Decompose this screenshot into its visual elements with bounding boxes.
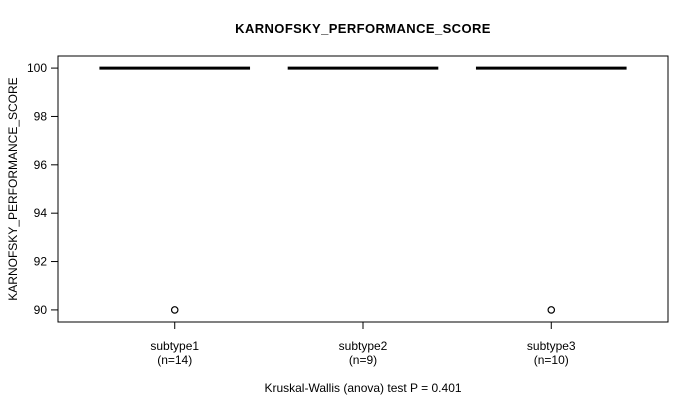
x-tick-sublabel: (n=9): [349, 353, 377, 367]
chart-title: KARNOFSKY_PERFORMANCE_SCORE: [235, 21, 491, 36]
stat-test-footnote: Kruskal-Wallis (anova) test P = 0.401: [264, 381, 462, 395]
x-tick-label: subtype1: [150, 339, 199, 353]
y-tick-label: 100: [27, 61, 47, 75]
y-tick-label: 90: [34, 303, 48, 317]
x-tick-label: subtype3: [527, 339, 576, 353]
outlier-point: [170, 306, 179, 314]
y-tick-label: 98: [34, 109, 48, 123]
y-tick-label: 96: [34, 158, 48, 172]
y-tick-label: 94: [34, 206, 48, 220]
outlier-point: [547, 306, 556, 314]
y-tick-label: 92: [34, 255, 48, 269]
x-tick-sublabel: (n=14): [157, 353, 192, 367]
x-tick-label: subtype2: [339, 339, 388, 353]
plot-border: [57, 55, 669, 323]
x-tick-sublabel: (n=10): [534, 353, 569, 367]
